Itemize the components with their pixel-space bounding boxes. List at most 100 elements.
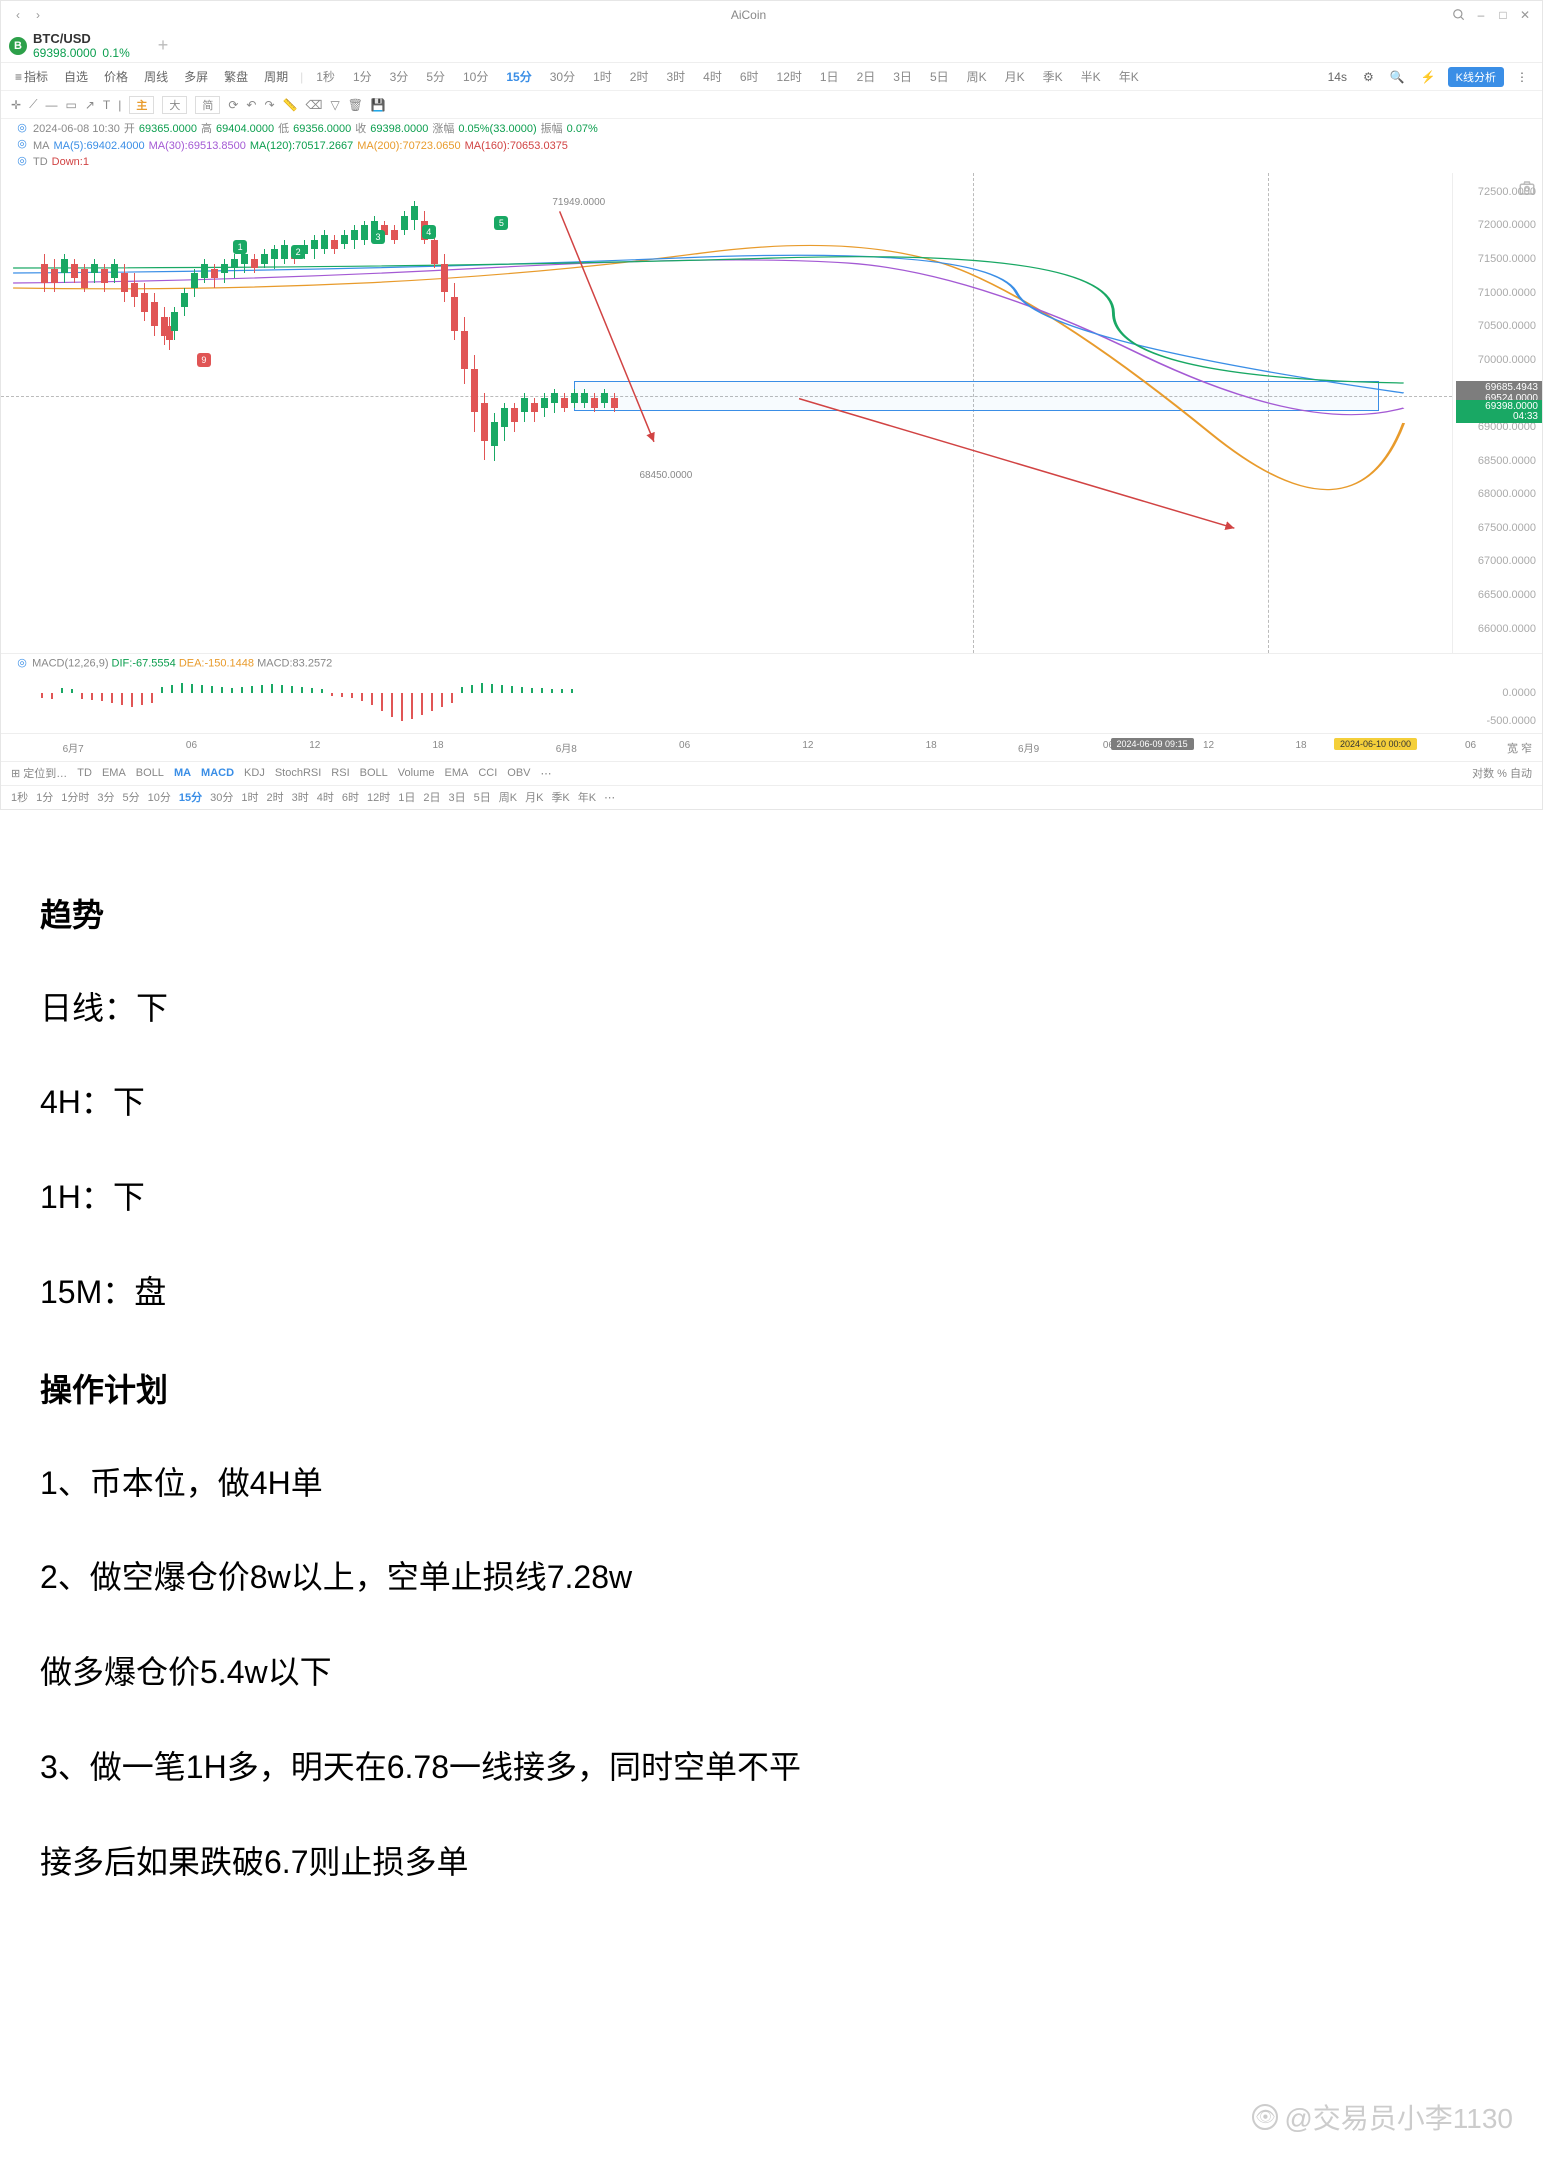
- zoom-simple-button[interactable]: 简: [195, 96, 220, 114]
- bottom-timeframe-季K[interactable]: 季K: [551, 789, 569, 805]
- filter-icon[interactable]: ▽: [330, 98, 339, 112]
- timeframe-4时[interactable]: 4时: [698, 66, 727, 87]
- bottom-timeframe-6时[interactable]: 6时: [342, 789, 359, 805]
- toolbar-item-6[interactable]: 周期: [260, 66, 292, 87]
- indicator-MACD[interactable]: MACD: [201, 767, 234, 779]
- horizontal-line-icon[interactable]: —: [45, 98, 57, 112]
- bottom-timeframe-1分时[interactable]: 1分时: [61, 789, 89, 805]
- timeframe-12时[interactable]: 12时: [772, 66, 807, 87]
- analysis-pill[interactable]: K线分析: [1448, 67, 1504, 87]
- undo-icon[interactable]: ↶: [246, 98, 256, 112]
- bottom-timeframe-1分[interactable]: 1分: [36, 789, 53, 805]
- timeframe-5日[interactable]: 5日: [925, 66, 954, 87]
- toolbar-item-0[interactable]: ≡指标: [11, 66, 52, 87]
- bottom-timeframe-30分[interactable]: 30分: [210, 789, 233, 805]
- toolbar-right-1[interactable]: ⚙: [1359, 68, 1378, 86]
- indicator-KDJ[interactable]: KDJ: [244, 767, 265, 779]
- target-icon[interactable]: ◎: [15, 138, 29, 152]
- indicator-EMA[interactable]: EMA: [444, 767, 468, 779]
- indicator-EMA[interactable]: EMA: [102, 767, 126, 779]
- save-icon[interactable]: 💾: [371, 98, 386, 112]
- trash-icon[interactable]: 🗑: [348, 98, 363, 112]
- indicator-RSI[interactable]: RSI: [331, 767, 349, 779]
- toolbar-right-3[interactable]: ⚡: [1417, 68, 1440, 86]
- timeframe-年K[interactable]: 年K: [1114, 66, 1144, 87]
- zoom-large-button[interactable]: 大: [162, 96, 187, 114]
- bottom-timeframe-1秒[interactable]: 1秒: [11, 789, 28, 805]
- timeframe-1分[interactable]: 1分: [348, 66, 377, 87]
- scale-options[interactable]: 对数 % 自动: [1472, 765, 1532, 781]
- macd-panel[interactable]: ◎ MACD(12,26,9) DIF:-67.5554 DEA:-150.14…: [1, 653, 1542, 733]
- timeframe-2日[interactable]: 2日: [852, 66, 881, 87]
- zoom-main-button[interactable]: 主: [129, 96, 154, 114]
- add-tab-button[interactable]: +: [158, 35, 169, 56]
- target-icon[interactable]: ◎: [15, 121, 29, 135]
- bottom-timeframe-5日[interactable]: 5日: [474, 789, 491, 805]
- timeframe-6时[interactable]: 6时: [735, 66, 764, 87]
- timeframe-3时[interactable]: 3时: [661, 66, 690, 87]
- refresh-icon[interactable]: ⟳: [228, 98, 238, 112]
- more-timeframes-icon[interactable]: ⋯: [604, 791, 615, 804]
- share-icon[interactable]: ⋮: [1512, 68, 1532, 86]
- bottom-timeframe-2时[interactable]: 2时: [267, 789, 284, 805]
- timeframe-5分[interactable]: 5分: [421, 66, 450, 87]
- crosshair-icon[interactable]: ✛: [11, 98, 21, 112]
- bottom-timeframe-月K[interactable]: 月K: [525, 789, 543, 805]
- toolbar-item-4[interactable]: 多屏: [180, 66, 212, 87]
- toolbar-item-3[interactable]: 周线: [140, 66, 172, 87]
- indicator-CCI[interactable]: CCI: [478, 767, 497, 779]
- chevron-left-icon[interactable]: ‹: [11, 8, 25, 22]
- bottom-timeframe-3日[interactable]: 3日: [449, 789, 466, 805]
- bottom-timeframe-2日[interactable]: 2日: [423, 789, 440, 805]
- timeframe-10分[interactable]: 10分: [458, 66, 493, 87]
- line-icon[interactable]: ⟋: [29, 97, 37, 112]
- toolbar-item-5[interactable]: 繁盘: [220, 66, 252, 87]
- symbol-tab[interactable]: B BTC/USD 69398.0000 0.1%: [9, 31, 130, 60]
- locate-button[interactable]: ⊞ 定位到…: [11, 765, 67, 781]
- bottom-timeframe-10分[interactable]: 10分: [148, 789, 171, 805]
- timeframe-1日[interactable]: 1日: [815, 66, 844, 87]
- bottom-timeframe-5分[interactable]: 5分: [123, 789, 140, 805]
- toolbar-right-0[interactable]: 14s: [1324, 68, 1351, 86]
- indicator-MA[interactable]: MA: [174, 767, 191, 779]
- indicator-Volume[interactable]: Volume: [398, 767, 435, 779]
- more-indicators-icon[interactable]: ⋯: [541, 767, 552, 780]
- bottom-timeframe-年K[interactable]: 年K: [578, 789, 596, 805]
- maximize-icon[interactable]: □: [1496, 8, 1510, 22]
- toolbar-right-2[interactable]: 🔍: [1386, 68, 1409, 86]
- bottom-timeframe-3分[interactable]: 3分: [97, 789, 114, 805]
- redo-icon[interactable]: ↷: [264, 98, 274, 112]
- timeframe-半K[interactable]: 半K: [1076, 66, 1106, 87]
- arrow-icon[interactable]: ↗: [85, 98, 95, 112]
- timeframe-月K[interactable]: 月K: [1000, 66, 1030, 87]
- minimize-icon[interactable]: –: [1474, 8, 1488, 22]
- target-icon[interactable]: ◎: [15, 656, 29, 670]
- toolbar-item-1[interactable]: 自选: [60, 66, 92, 87]
- text-icon[interactable]: T: [103, 98, 110, 112]
- indicator-StochRSI[interactable]: StochRSI: [275, 767, 321, 779]
- timeframe-3分[interactable]: 3分: [385, 66, 414, 87]
- ruler-icon[interactable]: 📏: [283, 98, 298, 112]
- search-icon[interactable]: [1452, 8, 1466, 22]
- timeframe-周K[interactable]: 周K: [962, 66, 992, 87]
- price-chart[interactable]: 72500.000072000.000071500.000071000.0000…: [1, 173, 1542, 653]
- toolbar-item-2[interactable]: 价格: [100, 66, 132, 87]
- close-icon[interactable]: ✕: [1518, 8, 1532, 22]
- bottom-timeframe-12时[interactable]: 12时: [367, 789, 390, 805]
- bottom-timeframe-1日[interactable]: 1日: [398, 789, 415, 805]
- indicator-OBV[interactable]: OBV: [507, 767, 530, 779]
- bottom-timeframe-1时[interactable]: 1时: [241, 789, 258, 805]
- timeframe-季K[interactable]: 季K: [1038, 66, 1068, 87]
- timeframe-2时[interactable]: 2时: [625, 66, 654, 87]
- eraser-icon[interactable]: ⌫: [305, 98, 322, 112]
- chevron-right-icon[interactable]: ›: [31, 8, 45, 22]
- indicator-BOLL[interactable]: BOLL: [136, 767, 164, 779]
- timeframe-1秒[interactable]: 1秒: [311, 66, 340, 87]
- bottom-timeframe-3时[interactable]: 3时: [292, 789, 309, 805]
- timeframe-1时[interactable]: 1时: [588, 66, 617, 87]
- target-icon[interactable]: ◎: [15, 154, 29, 168]
- timeframe-15分[interactable]: 15分: [501, 66, 536, 87]
- bottom-timeframe-15分[interactable]: 15分: [179, 789, 202, 805]
- bottom-timeframe-4时[interactable]: 4时: [317, 789, 334, 805]
- timeframe-3日[interactable]: 3日: [888, 66, 917, 87]
